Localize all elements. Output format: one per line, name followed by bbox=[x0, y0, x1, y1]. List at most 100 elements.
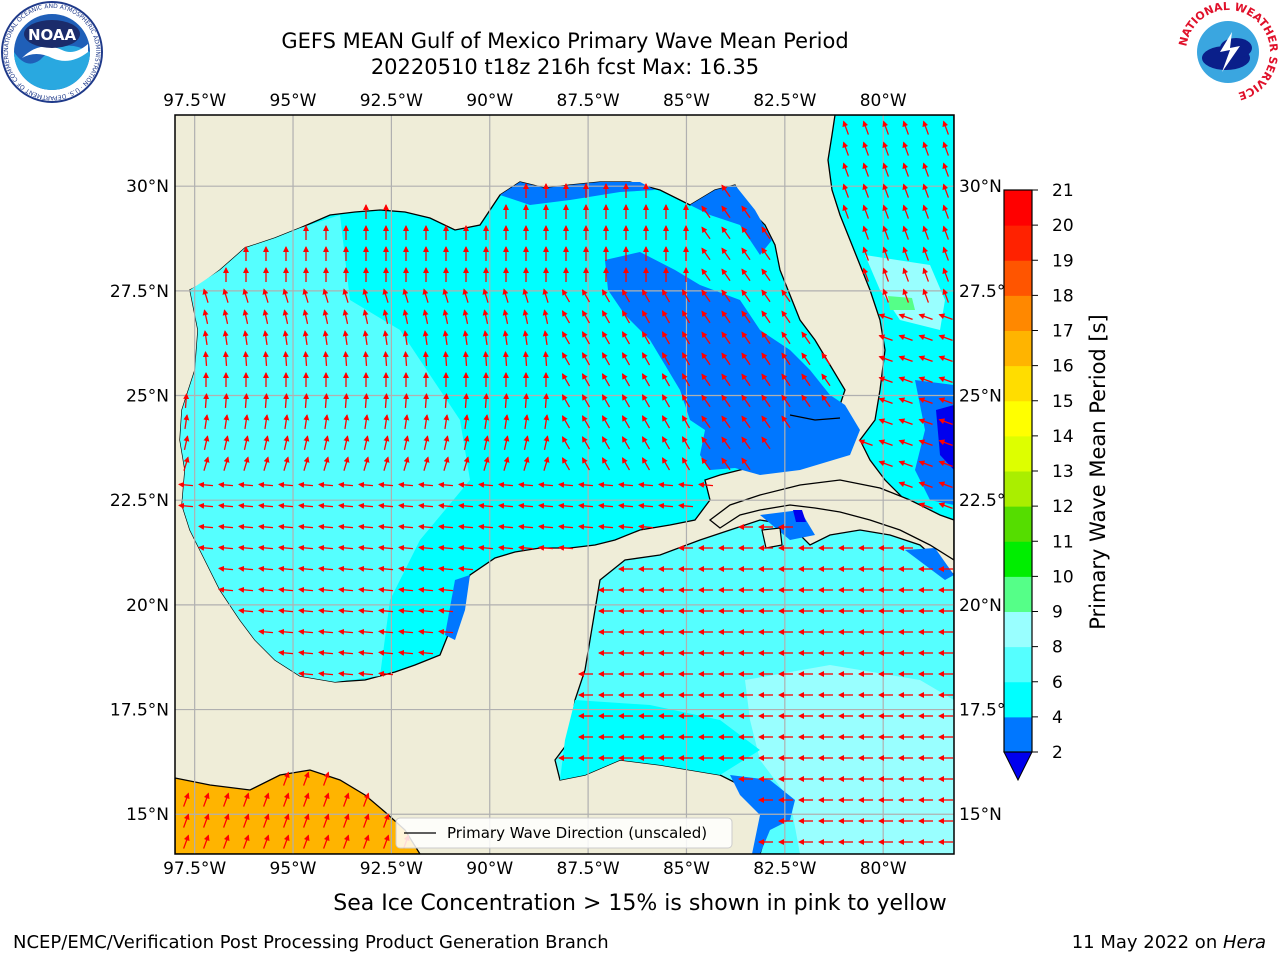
wave-arrow bbox=[498, 481, 514, 488]
wave-arrow bbox=[898, 355, 913, 363]
wave-arrow bbox=[641, 289, 651, 303]
footer-left: NCEP/EMC/Verification Post Processing Pr… bbox=[13, 932, 609, 953]
wave-arrow bbox=[598, 481, 614, 488]
wave-arrow bbox=[323, 393, 330, 409]
lat-label-left: 30°N bbox=[126, 177, 169, 197]
wave-arrow bbox=[661, 394, 671, 408]
wave-arrow bbox=[918, 334, 933, 342]
wave-arrow bbox=[442, 351, 449, 367]
wave-arrow bbox=[478, 523, 494, 530]
wave-arrow bbox=[242, 330, 249, 346]
wave-arrow bbox=[278, 523, 294, 530]
wave-arrow bbox=[538, 544, 554, 551]
wave-arrow bbox=[418, 544, 434, 551]
wave-arrow bbox=[482, 351, 489, 367]
wave-arrow bbox=[498, 523, 514, 530]
wave-arrow bbox=[942, 246, 950, 261]
wave-arrow bbox=[418, 607, 434, 614]
haiti-coast-blue bbox=[905, 548, 954, 580]
wave-arrow bbox=[761, 226, 771, 240]
wave-arrow bbox=[482, 309, 489, 324]
wave-arrow bbox=[558, 544, 574, 551]
wave-arrow bbox=[222, 330, 229, 346]
wave-arrow bbox=[402, 288, 409, 303]
wave-arrow bbox=[458, 502, 474, 509]
wave-arrow bbox=[302, 351, 309, 367]
colorbar-tick-label: 6 bbox=[1052, 673, 1063, 693]
wave-arrow bbox=[681, 289, 691, 303]
map-field bbox=[175, 115, 954, 854]
wave-arrow bbox=[182, 813, 190, 828]
wave-arrow bbox=[918, 355, 933, 363]
wave-arrow bbox=[243, 435, 250, 450]
wave-arrow bbox=[862, 267, 870, 282]
wave-arrow bbox=[318, 481, 334, 488]
wave-arrow bbox=[741, 247, 751, 261]
wave-arrow bbox=[202, 792, 210, 807]
wave-arrow bbox=[522, 309, 529, 324]
wave-arrow bbox=[242, 813, 250, 828]
wave-arrow bbox=[882, 246, 890, 261]
wave-arrow bbox=[638, 523, 654, 530]
wave-arrow bbox=[518, 523, 534, 530]
wave-arrow bbox=[523, 414, 530, 430]
wave-arrow bbox=[358, 565, 374, 572]
wave-arrow bbox=[581, 394, 591, 408]
wave-arrow bbox=[423, 393, 430, 409]
wave-arrow bbox=[942, 183, 950, 198]
wave-arrow bbox=[781, 331, 791, 345]
wave-arrow bbox=[781, 415, 791, 429]
wave-arrow bbox=[761, 436, 771, 450]
wave-arrow bbox=[523, 393, 530, 409]
wave-arrow bbox=[462, 309, 469, 324]
wave-arrow bbox=[878, 397, 893, 405]
wave-arrow bbox=[858, 439, 873, 447]
wave-arrow bbox=[902, 267, 910, 282]
wave-arrow bbox=[342, 834, 350, 849]
ne-gulf-blue-zone bbox=[605, 252, 860, 475]
wave-arrow bbox=[322, 330, 329, 346]
lat-label-right: 17.5°N bbox=[959, 701, 1018, 721]
wave-arrow bbox=[418, 586, 434, 593]
colorbar-segment bbox=[1004, 435, 1032, 472]
wave-arrow bbox=[438, 523, 454, 530]
wave-arrow bbox=[462, 330, 469, 346]
wave-arrow bbox=[398, 565, 414, 572]
wave-arrow bbox=[701, 415, 711, 429]
wave-arrow bbox=[343, 435, 350, 450]
wave-arrow bbox=[638, 502, 654, 509]
wave-arrow bbox=[263, 456, 270, 471]
wave-arrow bbox=[801, 352, 811, 366]
wave-arrow bbox=[522, 351, 529, 367]
wave-arrow bbox=[502, 309, 509, 324]
wave-arrow bbox=[298, 649, 314, 656]
wave-arrow bbox=[821, 394, 831, 408]
wave-arrow bbox=[338, 565, 354, 572]
colorbar-tick-label: 8 bbox=[1052, 638, 1063, 658]
wave-arrow bbox=[621, 310, 631, 324]
wave-arrow bbox=[518, 481, 534, 488]
wave-arrow bbox=[243, 393, 250, 409]
wave-arrow bbox=[918, 481, 933, 489]
wave-arrow bbox=[678, 502, 694, 509]
wave-arrow bbox=[403, 456, 410, 471]
lat-label-left: 20°N bbox=[126, 596, 169, 616]
wave-arrow bbox=[298, 544, 314, 551]
wave-arrow bbox=[922, 204, 930, 219]
wave-arrow bbox=[721, 352, 731, 366]
wave-arrow bbox=[482, 288, 489, 303]
wave-arrow bbox=[262, 330, 269, 346]
wave-arrow bbox=[882, 225, 890, 240]
wave-arrow bbox=[183, 456, 190, 471]
colorbar-under-arrow bbox=[1003, 751, 1033, 782]
wave-arrow bbox=[243, 456, 250, 471]
lon-labels-top: 97.5°W 95°W 92.5°W 90°W 87.5°W 85°W 82.5°W 80°W bbox=[163, 91, 907, 111]
wave-arrow bbox=[418, 481, 434, 488]
lon-label-top: 82.5°W bbox=[753, 91, 816, 111]
wave-arrow bbox=[641, 310, 651, 324]
wave-arrow bbox=[358, 586, 374, 593]
wave-arrow bbox=[681, 331, 691, 345]
wave-arrow bbox=[222, 288, 229, 303]
colorbar-tick-label: 17 bbox=[1052, 322, 1074, 342]
wave-arrow bbox=[561, 352, 571, 366]
